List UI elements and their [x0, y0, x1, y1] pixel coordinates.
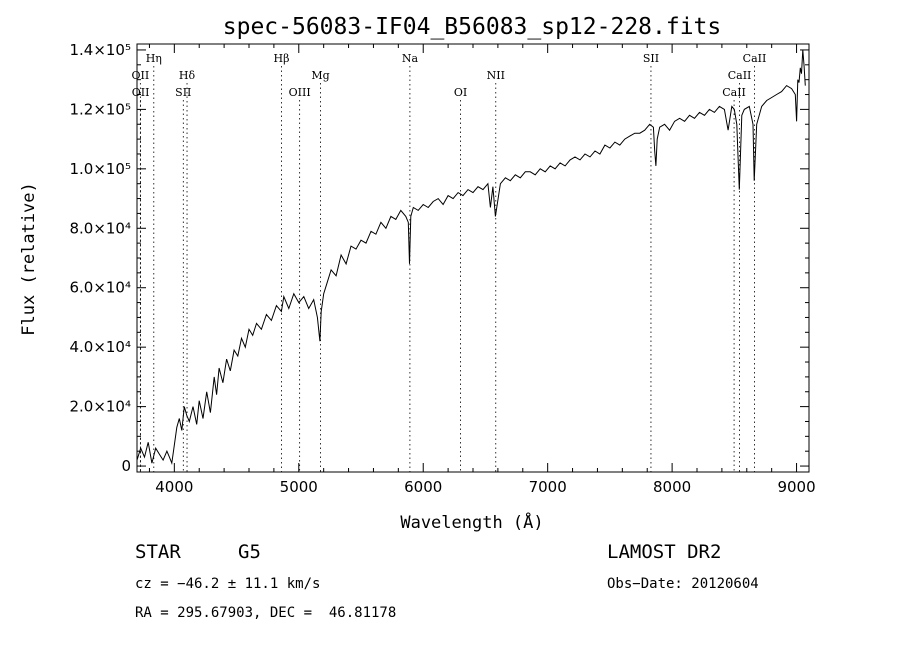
x-axis-label: Wavelength (Å)	[400, 511, 543, 533]
x-tick-label: 6000	[404, 478, 442, 496]
line-label: SII	[643, 52, 659, 65]
y-tick-label: 1.4×10⁵	[69, 41, 131, 59]
line-label: OII	[132, 69, 150, 82]
line-label: OI	[454, 86, 467, 99]
x-tick-label: 7000	[529, 478, 567, 496]
y-axis-ticks: 0 2.0×10⁴ 4.0×10⁴ 6.0×10⁴ 8.0×10⁴ 1.0×10⁵ 1.2×…	[69, 41, 809, 475]
observation-date: Obs−Date: 20120604	[607, 576, 759, 592]
redshift-velocity: cz = −46.2 ± 11.1 km/s	[135, 576, 321, 592]
y-axis-label: Flux (relative)	[19, 182, 39, 336]
y-tick-label: 8.0×10⁴	[69, 219, 131, 237]
line-label: Hδ	[179, 69, 196, 82]
y-tick-label: 0	[121, 457, 131, 475]
object-class: G5	[238, 541, 261, 563]
y-tick-label: 4.0×10⁴	[69, 338, 131, 356]
line-label: CaII	[722, 86, 746, 99]
line-label: OII	[132, 86, 150, 99]
spectrum-line	[136, 49, 806, 466]
x-tick-label: 4000	[155, 478, 193, 496]
line-label: OIII	[289, 86, 311, 99]
y-tick-label: 6.0×10⁴	[69, 279, 131, 297]
line-label: CaII	[743, 52, 767, 65]
line-label: CaII	[728, 69, 752, 82]
line-label: Hη	[146, 52, 162, 65]
y-tick-label: 1.2×10⁵	[69, 100, 131, 118]
x-tick-label: 9000	[777, 478, 815, 496]
survey-name: LAMOST DR2	[607, 541, 722, 563]
line-label: Mg	[311, 69, 329, 82]
object-type: STAR	[135, 541, 181, 563]
y-tick-label: 1.0×10⁵	[69, 160, 131, 178]
plot-frame	[136, 43, 810, 473]
line-label: Hβ	[274, 52, 290, 65]
x-tick-label: 5000	[280, 478, 318, 496]
x-tick-label: 8000	[653, 478, 691, 496]
coordinates: RA = 295.67903, DEC = 46.81178	[135, 605, 397, 621]
y-tick-label: 2.0×10⁴	[69, 398, 131, 416]
x-axis-ticks: 4000 5000 6000 7000 8000 9000	[148, 44, 816, 496]
line-label: SII	[175, 86, 191, 99]
line-label: Na	[402, 52, 419, 65]
line-label: NII	[487, 69, 505, 82]
chart-title: spec-56083-IF04_B56083_sp12-228.fits	[223, 14, 722, 40]
